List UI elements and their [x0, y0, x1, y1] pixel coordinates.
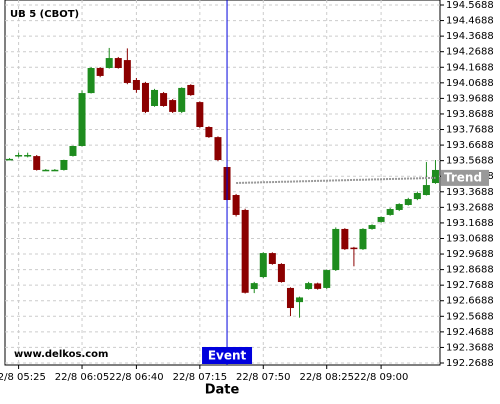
- x-tick-label: 22/8 07:15: [173, 372, 227, 383]
- candle-body: [305, 283, 313, 290]
- x-tick-label: 22/8 08:25: [299, 372, 353, 383]
- candle-body: [413, 192, 421, 200]
- event-label: Event: [208, 349, 247, 363]
- candle-body: [214, 137, 222, 160]
- candle-body: [96, 68, 104, 76]
- y-tick-label: 193.2688: [446, 202, 494, 213]
- y-tick-label: 192.7688: [446, 280, 494, 291]
- trend-label: Trend: [444, 170, 482, 184]
- y-tick-label: 192.9688: [446, 249, 494, 260]
- candle-body: [368, 225, 376, 229]
- candle-body: [187, 84, 195, 96]
- candle-body: [286, 287, 294, 309]
- candle-body: [259, 253, 267, 278]
- candle-body: [78, 93, 86, 146]
- candle-body: [395, 204, 403, 210]
- trend-line: [236, 176, 436, 185]
- candle-body: [105, 58, 113, 69]
- candle-body: [250, 283, 258, 290]
- candle-body: [196, 102, 204, 128]
- candle-body: [6, 158, 14, 161]
- y-tick-label: 193.5688: [446, 156, 494, 167]
- event-label-box: [202, 347, 253, 364]
- x-tick-label: 22/8 07:50: [236, 372, 290, 383]
- y-tick-label: 194.4688: [446, 16, 494, 27]
- y-tick-label: 194.2688: [446, 47, 494, 58]
- y-tick-label: 194.0688: [446, 78, 494, 89]
- candle-body: [178, 87, 186, 112]
- y-tick-label: 193.7688: [446, 125, 494, 136]
- candle-body: [386, 209, 394, 215]
- y-tick-label: 193.9688: [446, 93, 494, 104]
- candle-body: [332, 228, 340, 271]
- candle-body: [24, 155, 32, 157]
- candle-body: [51, 169, 59, 172]
- candle-body: [205, 127, 213, 138]
- y-tick-label: 194.3688: [446, 31, 494, 42]
- y-tick-label: 194.5688: [446, 0, 494, 11]
- candle-body: [123, 60, 131, 83]
- y-tick-label: 193.3688: [446, 187, 494, 198]
- candle-body: [69, 145, 77, 156]
- y-tick-label: 193.6688: [446, 140, 494, 151]
- x-tick-label: 22/8 06:40: [109, 372, 163, 383]
- y-tick-label: 193.1688: [446, 218, 494, 229]
- candle-body: [160, 93, 168, 106]
- chart-title: UB 5 (CBOT): [10, 9, 79, 20]
- candle-body: [42, 169, 50, 172]
- x-axis-label: Date: [205, 383, 240, 398]
- y-tick-label: 193.8688: [446, 109, 494, 120]
- y-tick-label: 192.8688: [446, 265, 494, 276]
- candle-body: [132, 79, 140, 90]
- y-tick-label: 194.1688: [446, 62, 494, 73]
- candle-body: [241, 209, 249, 293]
- candle-body: [87, 68, 95, 94]
- y-tick-label: 192.5688: [446, 311, 494, 322]
- trend-label-box: [441, 169, 489, 186]
- candle-body: [169, 100, 177, 112]
- x-tick-label: 22/8 05:25: [0, 372, 46, 383]
- x-tick-label: 22/8 09:00: [354, 372, 408, 383]
- watermark: www.delkos.com: [14, 349, 108, 360]
- candle-body: [323, 270, 331, 288]
- candle-body: [359, 228, 367, 250]
- candle-body: [277, 263, 285, 283]
- candle-body: [151, 89, 159, 106]
- candle-body: [141, 82, 149, 112]
- candle-body: [422, 185, 430, 196]
- x-tick-label: 22/8 06:05: [55, 372, 109, 383]
- candle-body: [268, 253, 276, 264]
- candle-body: [15, 155, 23, 157]
- plot-frame: [4, 0, 441, 366]
- candle-body: [232, 195, 240, 215]
- y-tick-label: 192.6688: [446, 296, 494, 307]
- candle-body: [296, 297, 304, 303]
- candle-body: [114, 58, 122, 69]
- candle-body: [341, 228, 349, 250]
- y-tick-label: 193.0688: [446, 233, 494, 244]
- candle-body: [314, 283, 322, 289]
- y-tick-label: 192.3688: [446, 342, 494, 353]
- candle-body: [404, 199, 412, 205]
- candle-body: [60, 159, 68, 170]
- candle-body: [377, 216, 385, 222]
- y-tick-label: 192.4688: [446, 327, 494, 338]
- y-tick-label: 192.2688: [446, 358, 494, 369]
- candle-body: [431, 169, 439, 184]
- candle-body: [33, 156, 41, 170]
- candle-body: [350, 247, 358, 250]
